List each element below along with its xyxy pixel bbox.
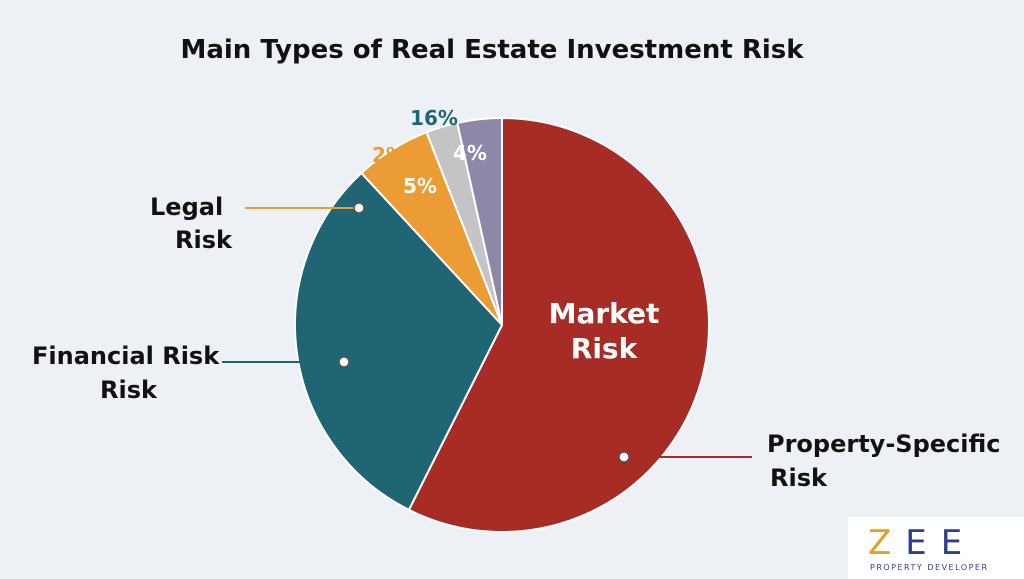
company-logo: ZEE PROPERTY DEVELOPER xyxy=(848,517,1024,579)
logo-subtitle: PROPERTY DEVELOPER xyxy=(870,563,989,572)
logo-ee: EE xyxy=(905,523,977,563)
property-leader-dot xyxy=(618,451,630,463)
pie-slice-4 xyxy=(456,116,503,326)
market-label-line1: Market xyxy=(549,297,660,330)
financial-label-line1: Financial Risk xyxy=(32,342,220,370)
market-label-line2: Risk xyxy=(571,332,639,365)
financial-label-line2: Risk xyxy=(100,376,158,404)
legal-leader-dot xyxy=(353,202,365,214)
legal-label-line1: Legal xyxy=(150,193,223,221)
chart-title: Main Types of Real Estate Investment Ris… xyxy=(180,35,804,65)
property-label-line1: Property-Specific xyxy=(767,430,1001,458)
pct-label-2: 2% xyxy=(372,143,406,167)
pct-label-5: 5% xyxy=(403,174,437,198)
pie-slice-1 xyxy=(294,171,504,512)
pct-label-4: 4% xyxy=(453,141,487,165)
legal-label-line2: Risk xyxy=(175,226,233,254)
property-label-line2: Risk xyxy=(770,464,828,492)
logo-z: Z xyxy=(868,523,906,563)
pie-slices xyxy=(294,116,710,533)
pct-label-16: 16% xyxy=(410,106,458,130)
pie-slice-0 xyxy=(407,116,710,533)
financial-leader-dot xyxy=(338,356,350,368)
logo-mark: ZEE xyxy=(868,523,976,563)
